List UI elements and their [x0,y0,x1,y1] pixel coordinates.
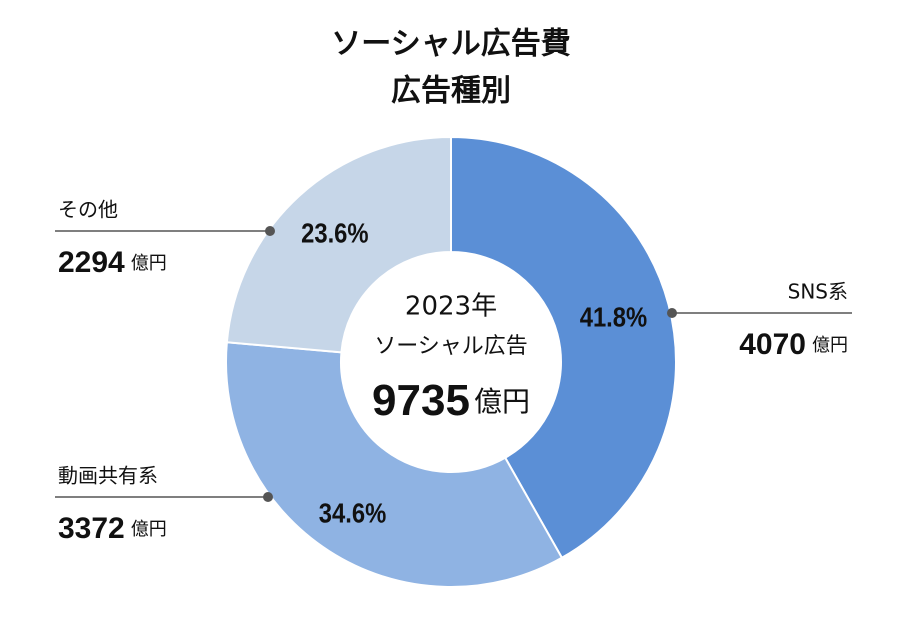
leader-dot [263,492,273,502]
center-label: ソーシャル広告 [374,334,528,359]
value-label: 41.8% [580,301,647,333]
category-label: 動画共有系 [58,464,158,488]
wedge [225,135,452,354]
amount: 3372 [58,512,125,545]
amount: 2294 [58,246,125,279]
amount: 4070 [739,328,806,361]
value-label: 23.6% [301,217,368,249]
chart-title: ソーシャル広告費 [331,27,570,62]
leader-dot [265,226,275,236]
category-label: SNS系 [788,280,848,304]
amount-unit: 億円 [131,519,167,540]
center-total: 9735 [372,376,470,425]
leader-dot [667,308,677,318]
amount-label: 4070 億円 [739,328,848,361]
center-unit: 億円 [474,385,530,418]
amount-label: 2294 億円 [58,246,167,279]
amount-label: 3372 億円 [58,512,167,545]
center-year: 2023年 [405,292,497,322]
wedge [225,341,564,588]
value-label: 34.6% [319,497,386,529]
category-label: その他 [58,198,118,222]
chart-title: 広告種別 [391,74,511,109]
wedge [450,135,677,560]
amount-unit: 億円 [131,253,167,274]
amount-unit: 億円 [812,335,848,356]
center-total-label: 9735 億円 [372,376,530,425]
